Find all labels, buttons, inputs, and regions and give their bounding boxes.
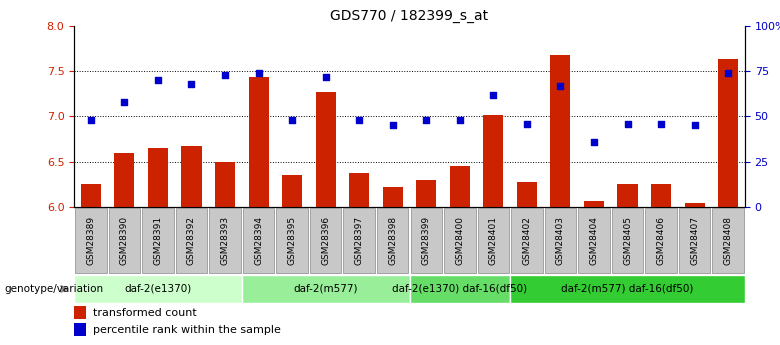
Text: GSM28403: GSM28403 [556,216,565,265]
Text: GSM28394: GSM28394 [254,216,263,265]
FancyBboxPatch shape [679,208,711,273]
FancyBboxPatch shape [142,208,174,273]
Point [689,123,701,128]
Point [151,77,164,83]
FancyBboxPatch shape [377,208,409,273]
Bar [74,323,86,336]
Bar [517,181,537,207]
Text: GSM28397: GSM28397 [355,216,363,265]
Bar [383,187,402,207]
Title: GDS770 / 182399_s_at: GDS770 / 182399_s_at [331,9,488,23]
Bar [182,146,201,207]
FancyBboxPatch shape [444,208,476,273]
Text: percentile rank within the sample: percentile rank within the sample [93,325,281,335]
Text: GSM28396: GSM28396 [321,216,330,265]
Bar [417,180,436,207]
Point [84,117,97,123]
Bar [242,275,410,303]
Text: GSM28404: GSM28404 [590,216,598,265]
Text: daf-2(e1370) daf-16(df50): daf-2(e1370) daf-16(df50) [392,284,527,294]
Bar [349,172,369,207]
Point [186,81,198,87]
Bar [74,275,242,303]
Text: GSM28390: GSM28390 [120,216,129,265]
Bar [584,201,604,207]
Bar [316,92,335,207]
Point [722,70,735,76]
Text: GSM28406: GSM28406 [657,216,665,265]
Bar [410,275,510,303]
FancyBboxPatch shape [243,208,275,273]
Point [320,74,332,79]
FancyBboxPatch shape [645,208,677,273]
Bar [249,78,268,207]
Text: GSM28393: GSM28393 [221,216,229,265]
Bar [685,203,704,207]
FancyBboxPatch shape [176,208,207,273]
Text: GSM28392: GSM28392 [187,216,196,265]
Point [654,121,667,127]
FancyBboxPatch shape [209,208,241,273]
FancyBboxPatch shape [578,208,610,273]
Text: GSM28399: GSM28399 [422,216,431,265]
Text: GSM28408: GSM28408 [724,216,732,265]
Text: daf-2(m577) daf-16(df50): daf-2(m577) daf-16(df50) [562,284,693,294]
Point [521,121,534,127]
Bar [651,184,671,207]
Point [353,117,365,123]
Point [218,72,231,78]
Text: GSM28401: GSM28401 [489,216,498,265]
FancyBboxPatch shape [108,208,140,273]
FancyBboxPatch shape [612,208,643,273]
Text: GSM28398: GSM28398 [388,216,397,265]
FancyBboxPatch shape [410,208,442,273]
Text: GSM28391: GSM28391 [154,216,162,265]
Text: GSM28395: GSM28395 [288,216,296,265]
FancyBboxPatch shape [544,208,576,273]
FancyBboxPatch shape [343,208,375,273]
Text: daf-2(e1370): daf-2(e1370) [124,284,192,294]
Point [253,70,265,76]
Point [454,117,466,123]
Point [119,99,131,105]
Text: GSM28400: GSM28400 [456,216,464,265]
Point [487,92,500,97]
Bar [450,166,470,207]
Text: daf-2(m577): daf-2(m577) [293,284,358,294]
Bar [215,162,235,207]
Text: genotype/variation: genotype/variation [4,284,103,294]
Text: GSM28402: GSM28402 [523,216,531,265]
FancyBboxPatch shape [712,208,744,273]
Bar [718,59,738,207]
Bar [115,152,134,207]
Point [285,117,298,123]
Point [387,123,399,128]
Text: GSM28405: GSM28405 [623,216,632,265]
Point [621,121,633,127]
Text: GSM28407: GSM28407 [690,216,699,265]
Point [420,117,432,123]
Bar [74,306,86,319]
Bar [81,184,101,207]
Bar [551,55,570,207]
FancyBboxPatch shape [276,208,308,273]
Point [554,83,566,88]
Text: GSM28389: GSM28389 [87,216,95,265]
Bar [148,148,168,207]
Bar [282,175,302,207]
Bar [618,184,637,207]
FancyBboxPatch shape [477,208,509,273]
Bar [510,275,745,303]
FancyBboxPatch shape [511,208,543,273]
Point [587,139,600,145]
FancyBboxPatch shape [310,208,342,273]
Text: transformed count: transformed count [93,308,197,317]
FancyBboxPatch shape [75,208,107,273]
Bar [484,115,503,207]
